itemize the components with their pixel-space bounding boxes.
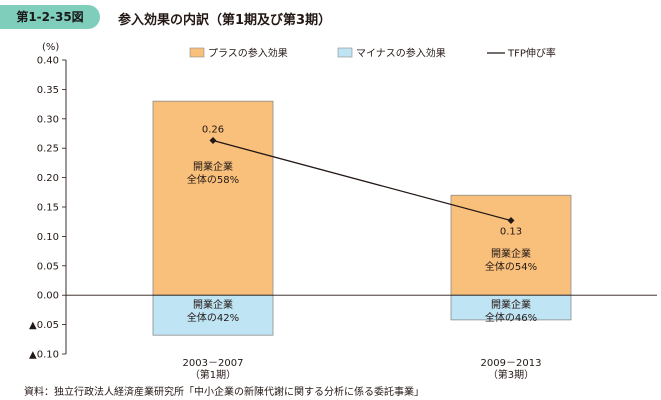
tfp-point-0 [209,137,217,145]
tfp-point-1 [507,217,515,225]
legend-label-negative: マイナスの参入効果 [356,47,446,60]
tfp-line-path [212,139,512,222]
bar-positive-label-0-1: 全体の58% [187,173,239,186]
bar-negative-label-1-1: 全体の46% [485,311,537,324]
bar-negative-0 [152,294,274,336]
y-tick-label-2: 0.30 [37,114,59,125]
y-axis-unit-label: (%) [42,42,59,53]
bar-negative-label-0-0: 開業企業 [193,298,233,311]
y-tick-label-6: 0.10 [37,232,59,243]
x-category-label-1: 2009－2013 [481,358,542,369]
legend-swatch-negative [337,47,353,58]
x-category-sublabel-0: （第1期） [190,368,236,380]
bar-positive-1 [450,194,572,296]
bar-negative-label-0-1: 全体の42% [187,311,239,324]
y-tick-label-10: ▲0.10 [29,350,59,361]
y-tick-label-8: 0.00 [37,291,59,302]
bar-positive-label-1-1: 全体の54% [485,260,537,273]
source-note: 資料：独立行政法人経済産業研究所「中小企業の新陳代謝に関する分析に係る委託事業」 [24,387,424,398]
bar-positive-0 [152,100,274,296]
y-tick-label-7: 0.05 [37,261,59,272]
legend: プラスの参入効果 マイナスの参入効果 TFP伸び率 [189,47,556,60]
bar-positive-label-0-0: 開業企業 [193,160,233,173]
bar-positive-label-1-0: 開業企業 [491,247,531,260]
bar-negative-1 [450,294,572,321]
y-tick-label-5: 0.15 [37,203,59,214]
x-category-sublabel-1: （第3期） [488,368,534,380]
y-tick-label-9: ▲0.05 [29,320,59,331]
figure-number-badge: 第1-2-35図 [0,5,100,29]
bar-negative-label-1-0: 開業企業 [491,298,531,311]
axes [65,60,657,354]
figure-title: 参入効果の内訳（第1期及び第3期） [118,13,332,28]
legend-label-positive: プラスの参入効果 [208,47,288,60]
bars [152,100,572,336]
y-tick-label-0: 0.40 [37,56,59,67]
tfp-value-label-0: 0.26 [202,125,224,136]
figure-header: 第1-2-35図 参入効果の内訳（第1期及び第3期） [0,0,661,34]
legend-label-tfp: TFP伸び率 [507,47,556,60]
y-tick-label-4: 0.20 [37,173,59,184]
tfp-line: 0.26 0.13 [202,125,522,238]
tfp-value-label-1: 0.13 [500,227,522,238]
chart: (%) 0.40 0.35 0.30 0.25 0.20 0.15 0.10 0.05 0.00… [29,42,657,380]
x-category-label-0: 2003－2007 [183,358,244,369]
y-axis-ticks: 0.40 0.35 0.30 0.25 0.20 0.15 0.10 0.05 0.00 ▲0.0… [29,56,66,361]
legend-swatch-positive [189,47,205,58]
y-tick-label-1: 0.35 [37,85,59,96]
y-tick-label-3: 0.25 [37,144,59,155]
x-axis-categories: 2003－2007（第1期） 2009－2013（第3期） [183,358,542,380]
